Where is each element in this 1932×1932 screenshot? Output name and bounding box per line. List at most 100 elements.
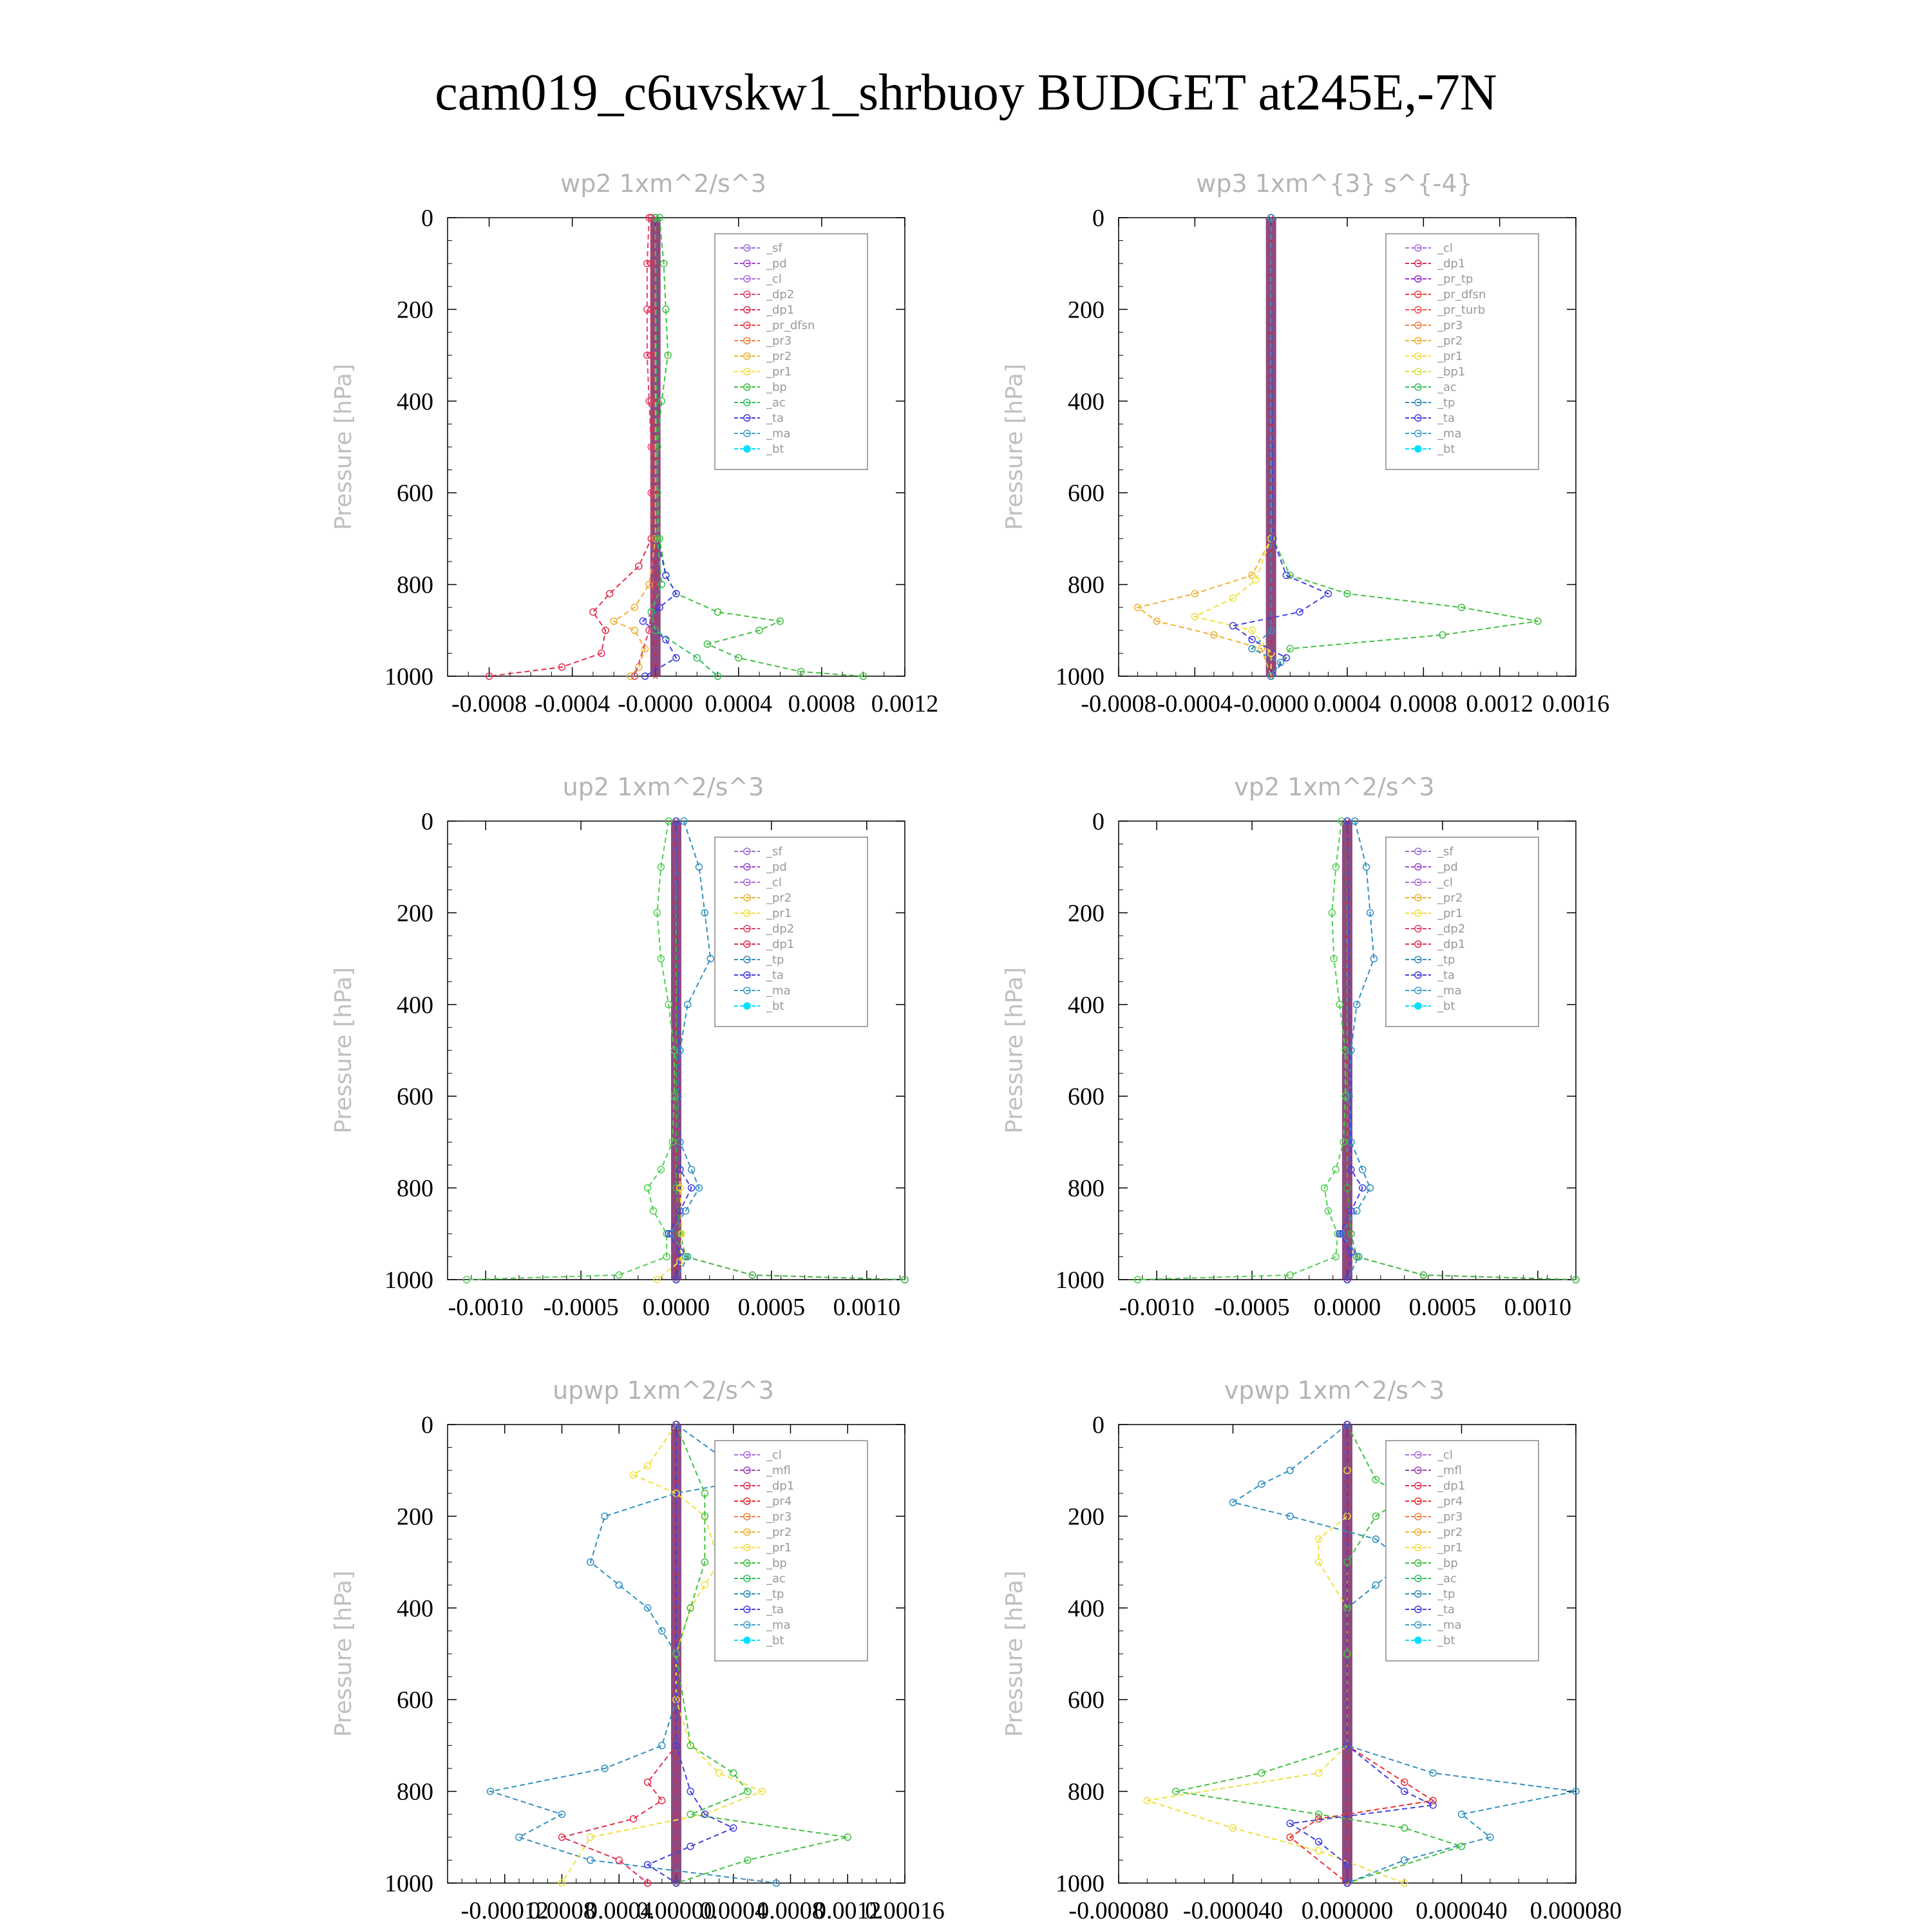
- series-line-pr1: [561, 1424, 764, 1884]
- legend-entry: _pr2: [1437, 891, 1463, 905]
- zero-line-marker: ×: [652, 294, 659, 304]
- y-tick-label: 400: [1068, 992, 1104, 1019]
- zero-line-marker: ×: [652, 397, 659, 407]
- data-point: [1258, 645, 1265, 653]
- data-point: [589, 608, 597, 616]
- zero-line-marker: ×: [1343, 1443, 1351, 1454]
- data-point: [653, 1276, 661, 1283]
- legend-marker: [1414, 260, 1422, 267]
- data-point: [1343, 1421, 1351, 1428]
- data-point: [676, 1184, 684, 1192]
- legend-marker: [1414, 909, 1422, 917]
- data-point: [629, 1815, 638, 1823]
- data-point: [659, 260, 668, 267]
- data-point: [647, 351, 656, 359]
- series-line-ta: [1231, 217, 1330, 677]
- legend-marker: [743, 399, 751, 406]
- y-tick-label: 0: [421, 205, 433, 232]
- data-point: [1229, 621, 1237, 630]
- data-point: [687, 1741, 694, 1750]
- zero-line-marker: ×: [672, 1184, 680, 1194]
- y-tick-label: 800: [1068, 1175, 1104, 1202]
- legend-marker: [743, 1482, 751, 1490]
- zero-line-marker: ×: [1343, 1776, 1351, 1786]
- x-tick-label: 0.000040: [1416, 1897, 1508, 1924]
- data-point: [1347, 1207, 1355, 1215]
- zero-line-marker: ×: [672, 1000, 680, 1010]
- data-point: [657, 954, 665, 963]
- data-point: [486, 1787, 495, 1795]
- data-point: [587, 1833, 594, 1841]
- data-point: [714, 672, 722, 680]
- zero-line-marker: ×: [672, 1218, 680, 1228]
- panel-3: up2 1xm^2/s^3 Pressure [hPa] 0 200 400 600 800…: [330, 773, 909, 1321]
- x-tick-label: 0.0008: [528, 1897, 596, 1924]
- legend-entry: _cl: [766, 272, 782, 286]
- x-tick-label: 0.0010: [833, 1294, 901, 1321]
- series-line-dp2: [634, 217, 654, 677]
- data-point: [1267, 672, 1275, 680]
- zero-line-marker: ×: [652, 580, 659, 591]
- legend-marker: [1414, 1559, 1422, 1567]
- data-point: [1338, 817, 1345, 825]
- legend-marker: [1414, 940, 1422, 948]
- legend-marker: [743, 956, 751, 963]
- legend-entry: _sf: [1437, 845, 1454, 858]
- data-point: [1439, 631, 1446, 639]
- legend-box: [1385, 837, 1539, 1027]
- zero-line-marker: ×: [672, 1501, 680, 1511]
- legend-marker: [743, 368, 751, 375]
- data-point: [1314, 1810, 1323, 1818]
- y-tick-label: 800: [1068, 572, 1104, 599]
- data-point: [649, 580, 658, 589]
- legend-marker: [1414, 925, 1422, 933]
- data-point: [1258, 1769, 1265, 1777]
- zero-line-marker: ×: [672, 1776, 680, 1786]
- data-point: [1324, 1207, 1332, 1215]
- x-tick-label: 0.0004: [700, 1897, 768, 1924]
- legend-entry: _pr1: [1437, 350, 1463, 363]
- zero-line-marker: ×: [672, 1252, 680, 1262]
- data-point: [1429, 1769, 1437, 1777]
- data-point: [1143, 1797, 1151, 1804]
- legend-marker: [1414, 399, 1422, 406]
- legend-marker: [1414, 430, 1422, 437]
- legend-marker: [1414, 1513, 1422, 1520]
- y-tick-label: 800: [1068, 1779, 1104, 1806]
- data-point: [776, 617, 784, 625]
- legend-entry: _cl: [766, 876, 782, 889]
- data-point: [676, 1166, 684, 1173]
- data-point: [558, 663, 566, 671]
- series-line-ta: [646, 1425, 735, 1884]
- data-point: [1347, 1248, 1355, 1256]
- legend-marker: [743, 1513, 751, 1520]
- y-tick-label: 200: [1068, 900, 1104, 927]
- legend-box: [1385, 233, 1539, 470]
- zero-line-marker: ×: [1343, 1149, 1351, 1159]
- x-tick-label: 0.00000: [636, 1897, 716, 1924]
- data-point: [627, 672, 634, 680]
- legend-marker: [743, 848, 751, 855]
- data-point: [658, 1627, 666, 1635]
- panel-6: vpwp 1xm^2/s^3 Pressure [hPa] 0 200 400 600 80…: [1001, 1376, 1622, 1924]
- data-point: [1332, 1166, 1340, 1173]
- legend-marker: [1414, 878, 1422, 886]
- y-tick-label: 1000: [384, 1267, 433, 1294]
- x-tick-label: 0.00016: [865, 1897, 945, 1924]
- data-point: [665, 1230, 672, 1238]
- data-point: [695, 1184, 703, 1192]
- legend-entry: _ta: [1437, 969, 1455, 982]
- legend-entry: _ac: [1437, 381, 1457, 394]
- data-point: [1248, 636, 1256, 643]
- zero-line-marker: ×: [1267, 294, 1275, 304]
- data-point: [1191, 590, 1199, 598]
- y-tick-label: 800: [397, 572, 433, 599]
- data-point: [1314, 1838, 1323, 1846]
- series-line-pr2: [612, 218, 656, 677]
- panel-title: vpwp 1xm^2/s^3: [1224, 1376, 1444, 1405]
- data-point: [1534, 617, 1542, 625]
- legend-marker: [1414, 306, 1422, 314]
- data-point: [1345, 1092, 1353, 1100]
- data-point: [658, 580, 666, 589]
